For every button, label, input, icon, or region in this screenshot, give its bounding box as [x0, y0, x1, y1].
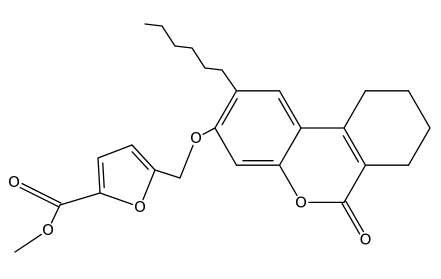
atom-labels: O O O O O O	[8, 129, 371, 249]
bonds	[14, 23, 431, 253]
bond	[161, 25, 176, 47]
bond	[407, 90, 431, 129]
bond	[214, 127, 238, 166]
bond	[278, 127, 302, 166]
bond	[343, 127, 367, 166]
bond	[343, 90, 367, 129]
bond	[59, 192, 101, 206]
bond	[131, 151, 149, 170]
bond	[278, 164, 298, 197]
bond	[102, 162, 105, 189]
bond	[154, 169, 181, 179]
atom-label: O	[8, 173, 20, 191]
bond	[19, 186, 60, 208]
bond	[97, 144, 133, 159]
bond	[407, 127, 431, 166]
atom-label: O	[42, 221, 54, 239]
bond	[99, 192, 134, 206]
atom-label: O	[295, 193, 307, 211]
bond	[221, 69, 238, 92]
bond	[278, 97, 295, 126]
bond	[174, 45, 193, 49]
bond	[144, 23, 163, 27]
bond	[342, 135, 360, 163]
bond	[345, 200, 365, 233]
bond	[179, 144, 194, 179]
atom-label: O	[360, 231, 372, 249]
bond	[50, 204, 61, 224]
bond	[278, 90, 302, 129]
bond	[21, 182, 62, 204]
bond	[142, 169, 156, 201]
bond	[97, 157, 101, 194]
bond	[131, 144, 156, 171]
bond	[204, 67, 223, 71]
bond	[191, 47, 206, 69]
atom-label: O	[134, 198, 146, 216]
bond	[202, 127, 216, 135]
bond	[341, 202, 361, 235]
atom-label: O	[190, 129, 202, 147]
bond	[214, 90, 238, 129]
bond	[14, 233, 42, 253]
bond	[343, 164, 367, 204]
bond	[221, 97, 238, 126]
